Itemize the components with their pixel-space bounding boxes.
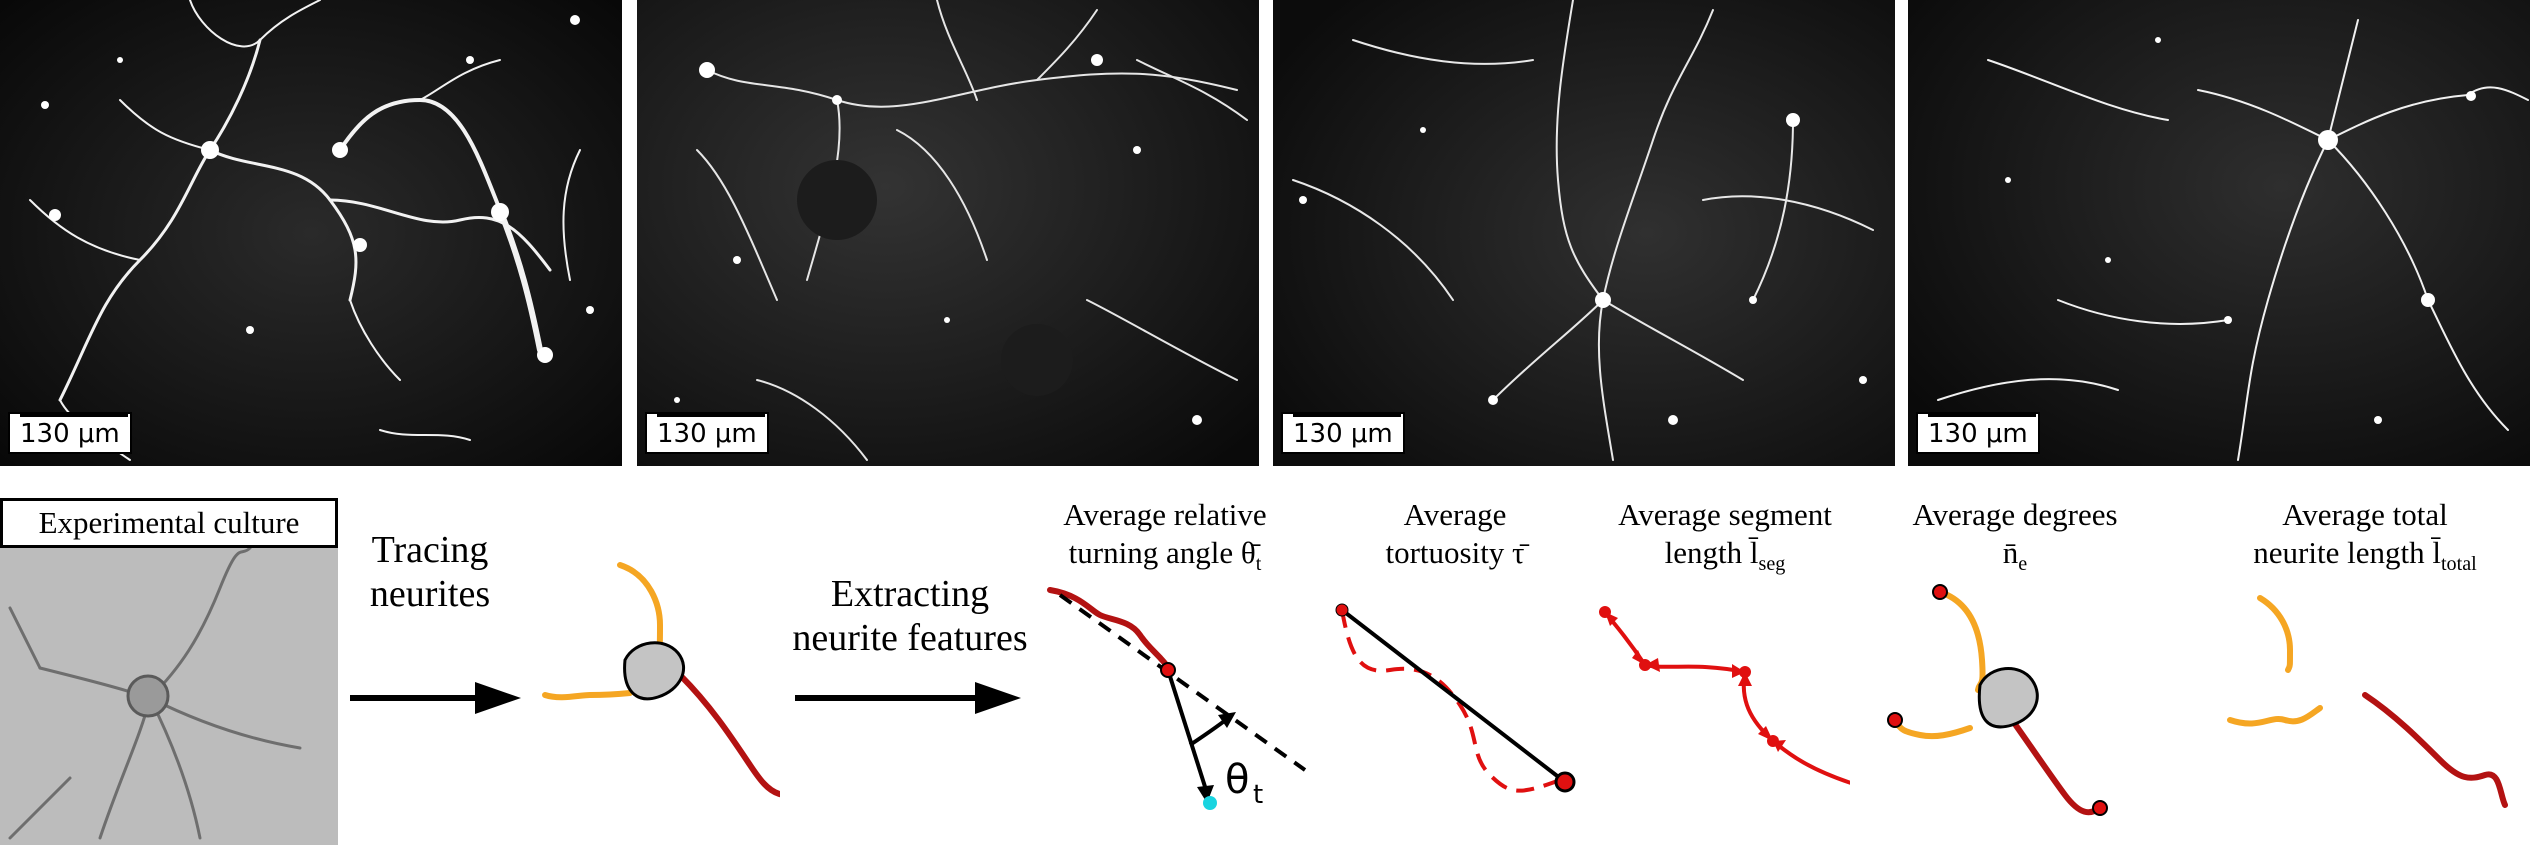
extracting-line-1: Extracting bbox=[830, 573, 990, 615]
soma-icon bbox=[623, 641, 685, 701]
segment-2 bbox=[1643, 663, 1747, 674]
tortuosity-diagram bbox=[1335, 603, 1576, 793]
neuron-image-4 bbox=[1908, 0, 2530, 466]
total-line-1: Average total bbox=[2282, 497, 2448, 532]
extracting-label: Extracting neurite features bbox=[775, 572, 1045, 660]
red-neurite-segment bbox=[1047, 587, 1173, 673]
tracing-line-2: neurites bbox=[369, 573, 491, 615]
orange-neurite-top bbox=[2257, 595, 2294, 673]
orange-neurite-left bbox=[1892, 717, 1973, 740]
segment-subscript: seg bbox=[1758, 553, 1786, 576]
scale-line bbox=[657, 414, 765, 417]
orange-neurite-top bbox=[1937, 589, 1986, 693]
degrees-diagram bbox=[1887, 584, 2108, 816]
red-neurite bbox=[2362, 692, 2508, 808]
micrograph-2: 130 μm bbox=[637, 0, 1259, 466]
segment-line-1: Average segment bbox=[1618, 497, 1832, 532]
end-node bbox=[2092, 800, 2108, 816]
neuron-image-3 bbox=[1273, 0, 1895, 466]
neuron-image-2 bbox=[637, 0, 1259, 466]
turning-angle-caption: Average relative turning angle θ̄t bbox=[1040, 496, 1290, 583]
total-line-2: neurite length l̄total bbox=[2215, 534, 2515, 583]
total-subscript: total bbox=[2440, 553, 2477, 576]
neuron-image-1 bbox=[0, 0, 622, 466]
degree-line-1: Average degrees bbox=[1912, 497, 2118, 532]
dashed-extension-line bbox=[1058, 593, 1307, 772]
node bbox=[1599, 606, 1611, 618]
micrograph-4: 130 μm bbox=[1908, 0, 2530, 466]
arrowhead bbox=[1732, 664, 1745, 678]
end-node bbox=[1932, 584, 1948, 600]
segment-text: length l̄ bbox=[1664, 535, 1759, 570]
turning-line-1: Average relative bbox=[1063, 497, 1267, 532]
scale-line bbox=[20, 414, 128, 417]
tracing-line-1: Tracing bbox=[371, 529, 489, 571]
micrograph-1: 130 μm bbox=[0, 0, 622, 466]
tortuosity-line-1: Average bbox=[1403, 497, 1507, 532]
segment-4 bbox=[1771, 739, 1850, 785]
extracting-line-2: neurite features bbox=[792, 617, 1028, 659]
soma-icon bbox=[1977, 667, 2039, 729]
scale-line bbox=[1293, 414, 1401, 417]
arrowhead bbox=[1645, 658, 1660, 672]
start-node bbox=[1335, 603, 1349, 617]
extracting-arrow bbox=[795, 682, 1021, 714]
orange-neurite-left bbox=[2227, 705, 2323, 727]
turning-text: turning angle θ̄ bbox=[1068, 535, 1256, 570]
tortuosity-line-2: tortuosity τ̄ bbox=[1385, 535, 1525, 570]
scale-bar-label: 130 μm bbox=[657, 419, 757, 449]
vertex-node bbox=[1160, 662, 1176, 678]
culture-photo bbox=[0, 548, 338, 845]
straight-line bbox=[1340, 608, 1567, 784]
theta-label: θ bbox=[1225, 757, 1249, 803]
end-node bbox=[1887, 712, 1903, 728]
segment-line-2: length l̄seg bbox=[1595, 534, 1855, 583]
scale-bar-4: 130 μm bbox=[1916, 412, 2040, 454]
node bbox=[1739, 666, 1751, 678]
node bbox=[1639, 659, 1651, 671]
scale-bar-label: 130 μm bbox=[1928, 419, 2028, 449]
red-neurite bbox=[2002, 707, 2103, 816]
endpoint-cyan bbox=[1203, 796, 1217, 810]
scale-bar-2: 130 μm bbox=[645, 412, 769, 454]
end-node bbox=[1554, 771, 1576, 793]
turning-line-2: turning angle θ̄t bbox=[1040, 534, 1290, 583]
degree-text: n̄ bbox=[2002, 535, 2019, 570]
segment-length-diagram bbox=[1599, 606, 1850, 785]
scale-bar-3: 130 μm bbox=[1281, 412, 1405, 454]
total-length-caption: Average total neurite length l̄total bbox=[2215, 496, 2515, 583]
direction-arrowhead bbox=[1197, 785, 1214, 803]
direction-line bbox=[1166, 669, 1209, 794]
traced-neuron bbox=[542, 562, 780, 798]
red-neurite bbox=[677, 672, 780, 798]
node bbox=[1767, 735, 1779, 747]
degree-subscript: e bbox=[2018, 553, 2028, 576]
scale-bar-label: 130 μm bbox=[1293, 419, 1393, 449]
scale-bar-label: 130 μm bbox=[20, 419, 120, 449]
turning-angle-diagram: θ t bbox=[1047, 587, 1307, 810]
tracing-label: Tracing neurites bbox=[345, 528, 515, 616]
tracing-arrow bbox=[350, 682, 521, 714]
segment-length-caption: Average segment length l̄seg bbox=[1595, 496, 1855, 583]
tortuosity-caption: Average tortuosity τ̄ bbox=[1340, 496, 1570, 572]
soma-cell bbox=[126, 674, 170, 718]
theta-subscript: t bbox=[1253, 780, 1263, 810]
micrograph-3: 130 μm bbox=[1273, 0, 1895, 466]
total-length-diagram bbox=[2227, 595, 2508, 808]
tortuous-path bbox=[1340, 609, 1561, 793]
degrees-caption: Average degrees n̄e bbox=[1890, 496, 2140, 583]
total-text: neurite length l̄ bbox=[2253, 535, 2441, 570]
angle-arc-arrowhead bbox=[1218, 712, 1236, 728]
arrowhead bbox=[1738, 672, 1752, 686]
degree-line-2: n̄e bbox=[1890, 534, 2140, 583]
phase-contrast-image bbox=[0, 548, 338, 845]
scale-bar-1: 130 μm bbox=[8, 412, 132, 454]
orange-neurite-left bbox=[542, 690, 633, 701]
turning-subscript: t bbox=[1255, 553, 1262, 576]
experimental-culture-label: Experimental culture bbox=[0, 498, 338, 548]
scale-line bbox=[1928, 414, 2036, 417]
